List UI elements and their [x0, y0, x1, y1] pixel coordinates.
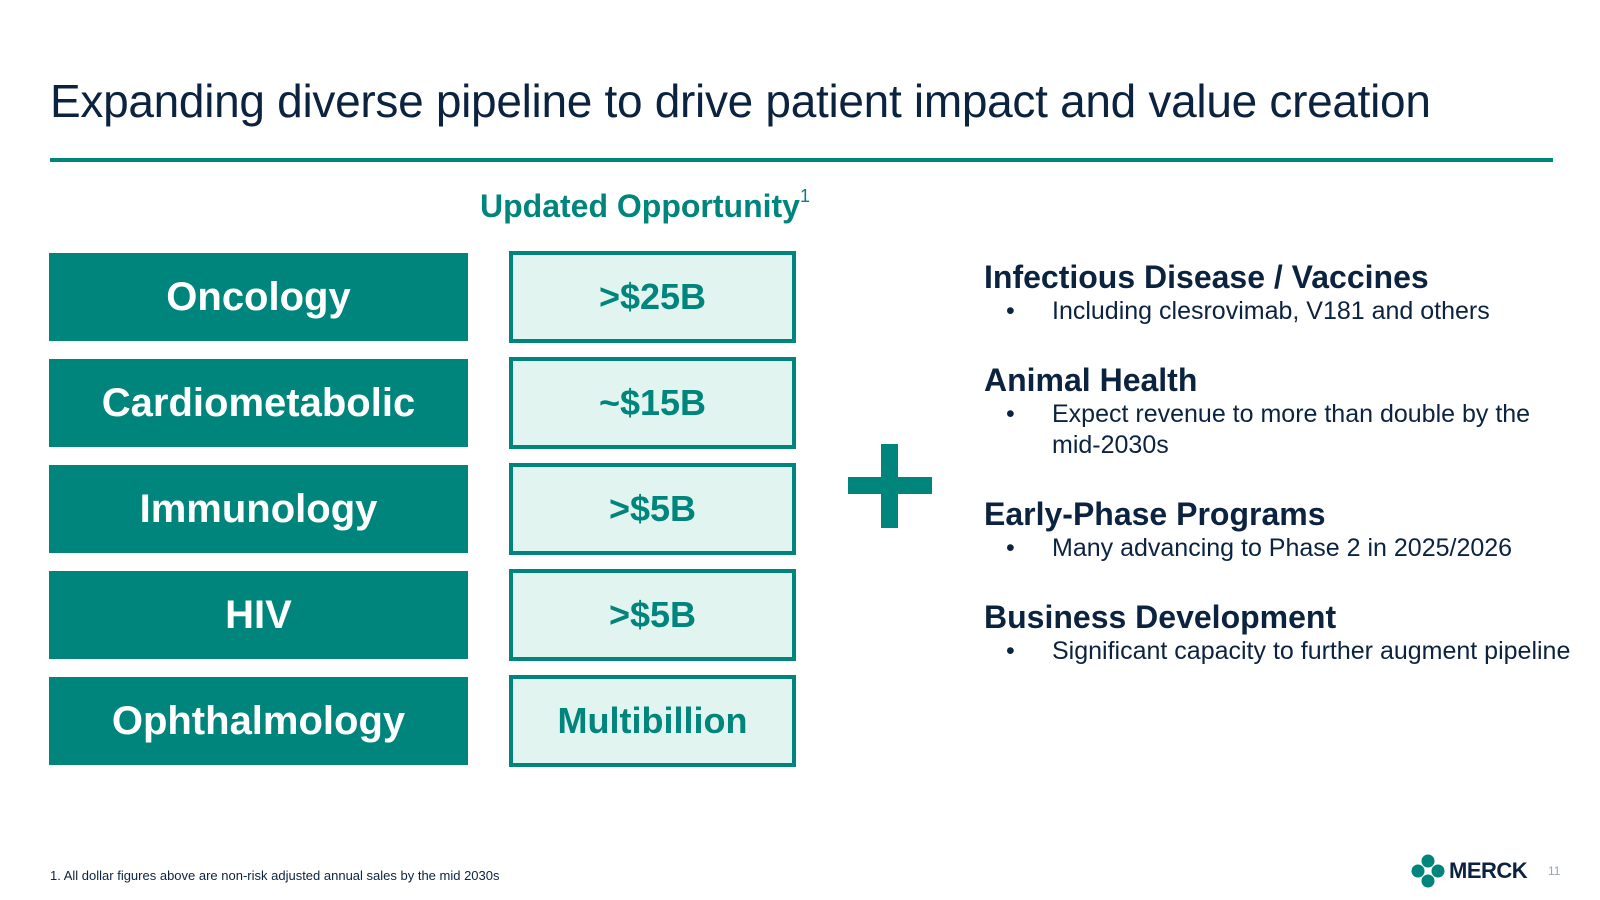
group-title: Animal Health	[984, 362, 1198, 398]
group-title: Business Development	[984, 599, 1337, 635]
merck-logo: MERCK	[1411, 854, 1528, 888]
slide-title: Expanding diverse pipeline to drive pati…	[50, 75, 1431, 127]
footnote-marker: 1	[799, 186, 810, 206]
page-number: 11	[1548, 864, 1561, 878]
group-item: • Expect revenue to more than double by …	[984, 399, 1574, 461]
footnote: 1. All dollar figures above are non-risk…	[50, 868, 500, 883]
opportunity-heading-text: Updated Opportunity	[480, 188, 800, 224]
group-title: Early-Phase Programs	[984, 496, 1326, 532]
group-item-text: Significant capacity to further augment …	[1052, 637, 1571, 665]
group-item-text: Expect revenue to more than double by th…	[1052, 400, 1531, 459]
additional-opportunities: Infectious Disease / Vaccines • Includin…	[984, 258, 1574, 701]
area-oncology: Oncology	[49, 253, 468, 341]
value-immunology: >$5B	[509, 463, 796, 555]
area-cardiometabolic: Cardiometabolic	[49, 359, 468, 447]
bullet-icon: •	[1006, 297, 1015, 325]
group-infectious-disease: Infectious Disease / Vaccines • Includin…	[984, 258, 1574, 327]
group-item-text: Many advancing to Phase 2 in 2025/2026	[1052, 534, 1513, 562]
logo-text: MERCK	[1449, 858, 1528, 883]
bullet-icon: •	[1006, 534, 1015, 562]
opportunity-heading: Updated Opportunity1	[480, 186, 810, 225]
therapeutic-areas: Oncology Cardiometabolic Immunology HIV …	[49, 253, 468, 783]
value-ophthalmology: Multibillion	[509, 675, 796, 767]
plus-icon	[848, 444, 932, 528]
area-hiv: HIV	[49, 571, 468, 659]
group-item: • Including clesrovimab, V181 and others	[984, 296, 1574, 327]
merck-logo-icon	[1411, 854, 1445, 888]
title-divider	[50, 158, 1553, 162]
value-oncology: >$25B	[509, 251, 796, 343]
opportunity-values: >$25B ~$15B >$5B >$5B Multibillion	[509, 251, 796, 781]
value-cardiometabolic: ~$15B	[509, 357, 796, 449]
group-early-phase: Early-Phase Programs • Many advancing to…	[984, 495, 1574, 564]
group-title: Infectious Disease / Vaccines	[984, 259, 1429, 295]
group-item: • Many advancing to Phase 2 in 2025/2026	[984, 533, 1574, 564]
area-immunology: Immunology	[49, 465, 468, 553]
bullet-icon: •	[1006, 400, 1015, 428]
bullet-icon: •	[1006, 637, 1015, 665]
group-item-text: Including clesrovimab, V181 and others	[1052, 297, 1490, 325]
group-animal-health: Animal Health • Expect revenue to more t…	[984, 361, 1574, 461]
group-item: • Significant capacity to further augmen…	[984, 636, 1574, 667]
value-hiv: >$5B	[509, 569, 796, 661]
area-ophthalmology: Ophthalmology	[49, 677, 468, 765]
group-business-development: Business Development • Significant capac…	[984, 598, 1574, 667]
